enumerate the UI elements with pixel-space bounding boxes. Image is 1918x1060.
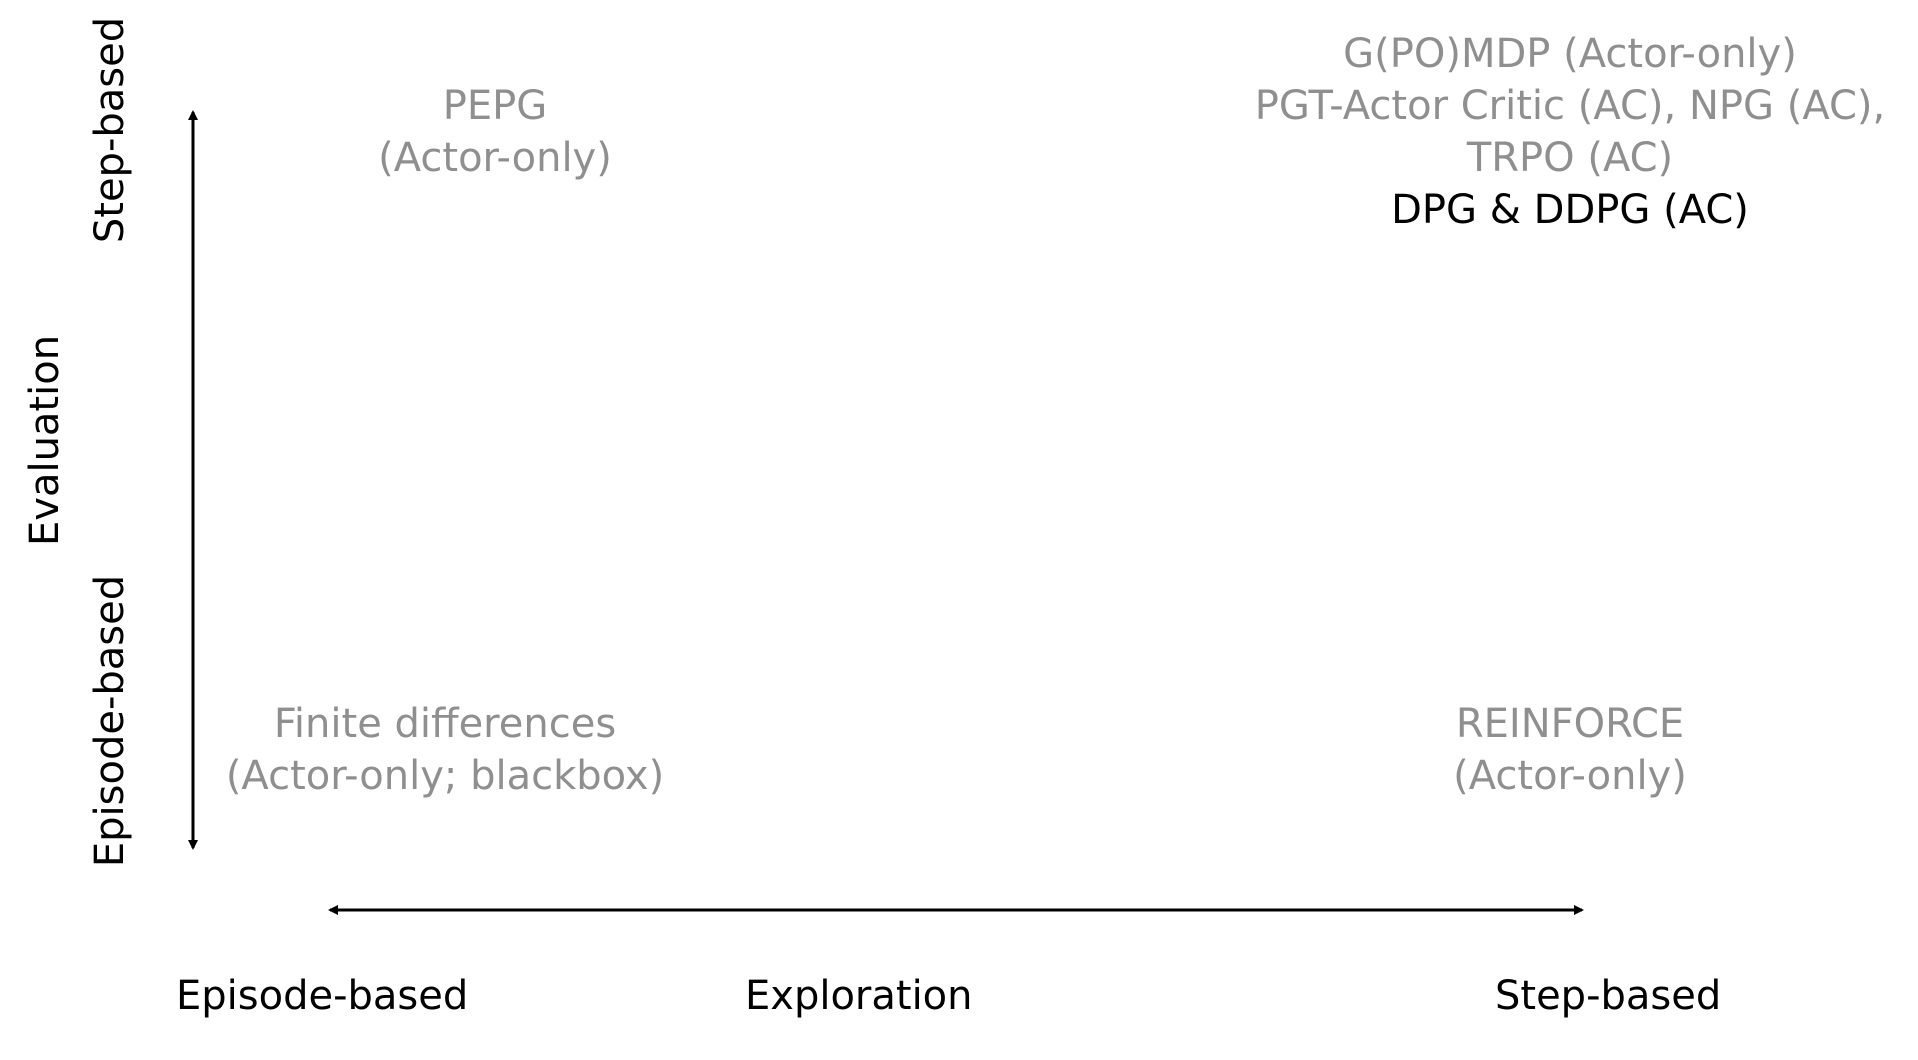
x-axis-left-label: Episode-based — [176, 973, 469, 1019]
top-right-line-3: TRPO (AC) — [1466, 135, 1674, 181]
top-right-line-2: PGT-Actor Critic (AC), NPG (AC), — [1254, 83, 1886, 129]
quadrant-top-right: G(PO)MDP (Actor-only) PGT-Actor Critic (… — [1230, 28, 1910, 236]
top-left-line-2: (Actor-only) — [378, 135, 612, 181]
quadrant-bottom-right: REINFORCE (Actor-only) — [1410, 698, 1730, 802]
bottom-left-line-1: Finite differences — [273, 701, 617, 747]
y-axis-bottom-label: Episode-based — [87, 574, 133, 868]
y-axis-title: Evaluation — [22, 334, 68, 546]
quadrant-bottom-left: Finite differences (Actor-only; blackbox… — [205, 698, 685, 802]
quadrant-top-left: PEPG (Actor-only) — [330, 80, 660, 184]
top-left-line-1: PEPG — [442, 83, 548, 129]
x-axis-right-label: Step-based — [1495, 973, 1722, 1019]
top-right-highlight: DPG & DDPG (AC) — [1391, 187, 1749, 233]
bottom-right-line-1: REINFORCE — [1455, 701, 1685, 747]
bottom-left-line-2: (Actor-only; blackbox) — [225, 753, 665, 799]
top-right-line-1: G(PO)MDP (Actor-only) — [1343, 31, 1797, 77]
x-axis-title: Exploration — [745, 973, 973, 1019]
y-axis-top-label: Step-based — [87, 16, 133, 244]
bottom-right-line-2: (Actor-only) — [1453, 753, 1687, 799]
